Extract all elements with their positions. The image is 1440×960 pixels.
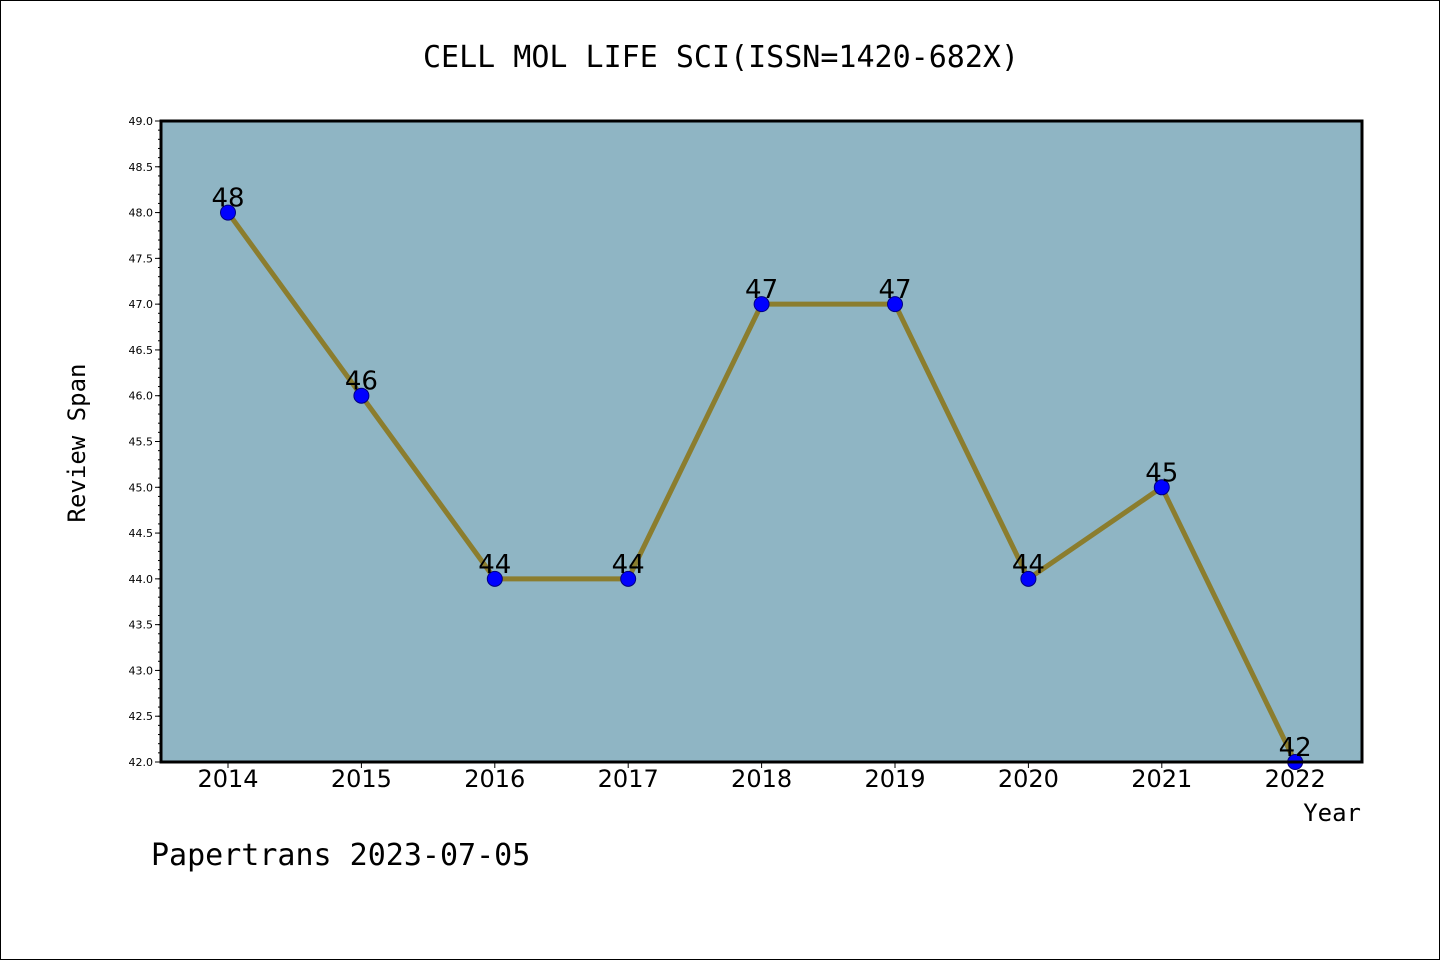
plot-area — [161, 121, 1362, 762]
y-tick-label: 49.0 — [129, 115, 154, 128]
x-tick-label: 2016 — [464, 765, 525, 793]
data-point — [620, 570, 637, 587]
y-tick-label: 46.0 — [129, 390, 154, 403]
y-tick-label: 45.0 — [129, 481, 154, 494]
y-tick-label: 42.5 — [129, 710, 154, 723]
data-point — [1020, 570, 1037, 587]
x-axis-label: Year — [1303, 799, 1361, 827]
y-tick-label: 48.0 — [129, 207, 154, 220]
y-tick-label: 46.5 — [129, 344, 154, 357]
x-axis-ticks: 2014 2015 2016 2017 2018 2019 2020 2021 2022 — [197, 762, 1326, 793]
y-tick-label: 47.5 — [129, 252, 154, 265]
y-axis-ticks: 42.0 42.5 43.0 43.5 44.0 44.5 45.0 45.5 46.0 46.5… — [129, 115, 161, 769]
y-tick-label: 44.0 — [129, 573, 154, 586]
y-tick-label: 43.0 — [129, 664, 154, 677]
chart-title: CELL MOL LIFE SCI(ISSN=1420-682X) — [423, 40, 1019, 75]
x-tick-label: 2015 — [331, 765, 392, 793]
data-label: 47 — [745, 275, 778, 305]
y-tick-label: 45.5 — [129, 436, 154, 449]
data-point — [353, 387, 370, 404]
y-axis-label: Review Span — [63, 364, 91, 523]
data-label: 47 — [878, 275, 911, 305]
data-point — [1153, 479, 1170, 496]
data-point — [753, 296, 770, 313]
data-point — [887, 296, 903, 313]
x-tick-label: 2020 — [998, 765, 1059, 793]
x-tick-label: 2019 — [864, 765, 925, 793]
y-tick-label: 47.0 — [129, 298, 154, 311]
data-label: 44 — [478, 550, 511, 580]
x-tick-label: 2014 — [197, 765, 258, 793]
data-point — [220, 204, 236, 221]
data-label: 44 — [612, 550, 645, 580]
y-tick-label: 48.5 — [129, 161, 154, 174]
data-label: 44 — [1012, 550, 1045, 580]
x-tick-label: 2021 — [1131, 765, 1192, 793]
footer-date: Papertrans 2023-07-05 — [151, 838, 530, 873]
data-point — [486, 570, 503, 587]
x-tick-label: 2017 — [598, 765, 659, 793]
y-tick-label: 43.5 — [129, 619, 154, 632]
x-tick-label: 2018 — [731, 765, 792, 793]
data-label: 48 — [211, 184, 244, 214]
y-tick-label: 42.0 — [129, 756, 154, 769]
plot-frame — [159, 119, 1364, 764]
data-label: 46 — [345, 367, 378, 397]
data-label: 45 — [1145, 458, 1178, 488]
data-label: 42 — [1279, 733, 1312, 763]
y-tick-label: 44.5 — [129, 527, 154, 540]
data-labels: 48 46 44 44 47 47 44 45 42 — [211, 184, 1311, 763]
